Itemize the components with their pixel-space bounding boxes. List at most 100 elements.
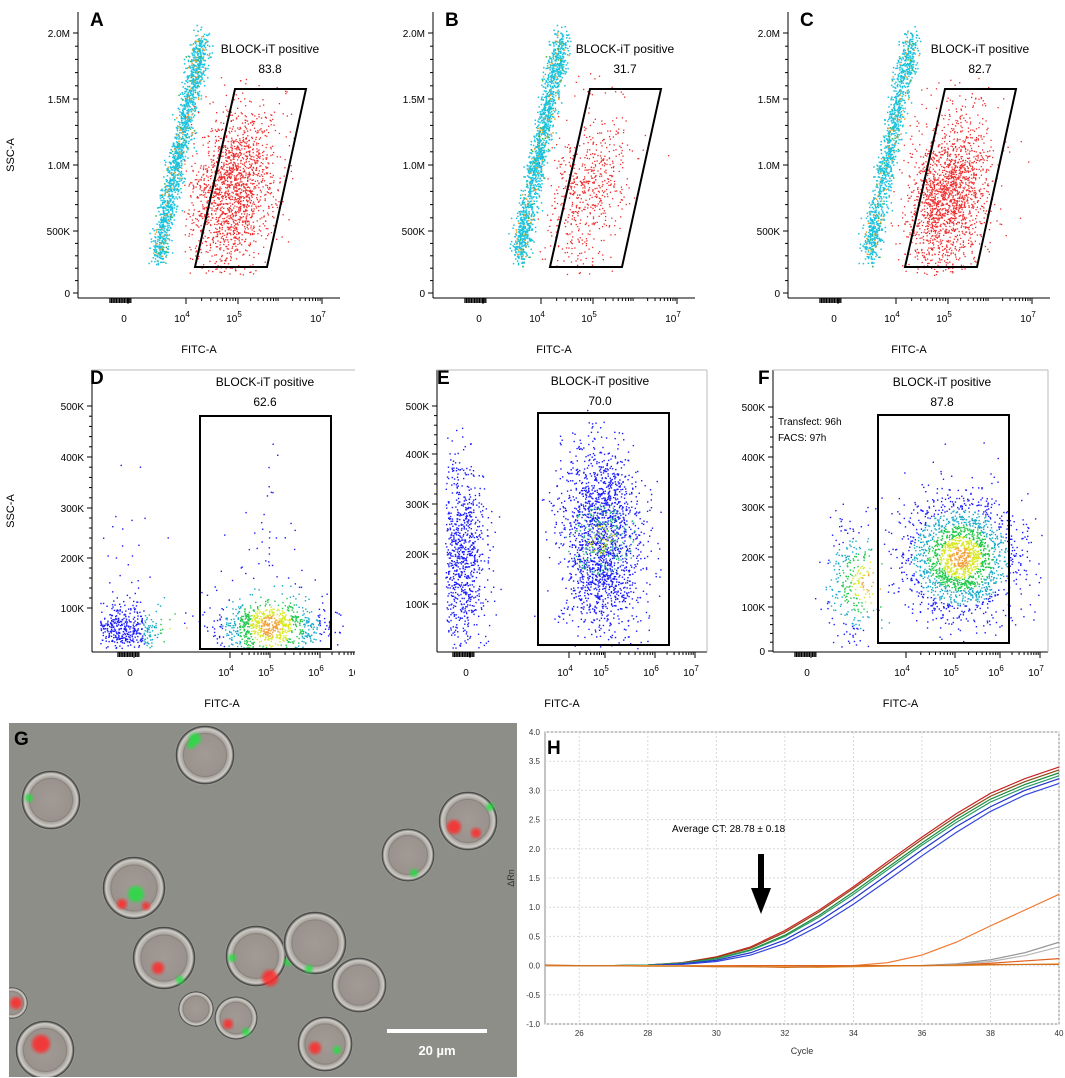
data-point — [186, 146, 188, 149]
data-point — [227, 203, 229, 205]
data-point — [240, 196, 242, 199]
data-point — [522, 225, 525, 228]
data-point — [564, 53, 567, 55]
data-point — [522, 240, 524, 243]
data-point — [211, 171, 213, 174]
data-point — [542, 128, 545, 130]
data-point — [258, 182, 260, 184]
data-point — [199, 43, 201, 46]
data-point — [219, 209, 221, 211]
data-point — [223, 176, 226, 178]
data-point — [251, 163, 253, 165]
data-point — [178, 166, 181, 169]
data-point — [543, 110, 546, 112]
data-point — [283, 175, 285, 177]
data-point — [230, 180, 232, 183]
data-point — [250, 192, 252, 194]
data-point — [195, 255, 197, 257]
data-point — [193, 101, 195, 104]
data-point — [245, 217, 248, 220]
data-point — [540, 158, 542, 161]
data-point — [187, 108, 190, 111]
data-point — [599, 187, 601, 189]
data-point — [190, 108, 193, 110]
data-point — [566, 34, 568, 36]
data-point — [251, 120, 253, 122]
data-point — [184, 122, 187, 124]
data-point — [546, 103, 548, 106]
data-point — [529, 151, 531, 154]
data-point — [193, 69, 195, 72]
data-point — [235, 220, 237, 222]
data-point — [194, 109, 197, 111]
data-point — [197, 85, 200, 88]
data-point — [264, 194, 266, 196]
data-point — [253, 188, 255, 190]
data-point — [602, 159, 605, 162]
data-point — [580, 181, 582, 183]
data-point — [194, 65, 197, 67]
data-point — [194, 106, 197, 108]
data-point — [169, 217, 171, 220]
data-point — [541, 84, 543, 87]
data-point — [190, 117, 192, 120]
data-point — [221, 128, 224, 130]
data-point — [224, 260, 226, 262]
data-point — [223, 220, 225, 222]
data-point — [594, 187, 596, 190]
data-point — [517, 235, 520, 238]
data-point — [547, 75, 550, 77]
data-point — [153, 250, 156, 252]
data-point — [215, 216, 218, 219]
data-point — [196, 69, 198, 71]
data-point — [192, 43, 195, 45]
data-point — [192, 93, 195, 96]
data-point — [235, 94, 237, 96]
data-point — [178, 125, 180, 128]
data-point — [186, 85, 189, 88]
data-point — [541, 163, 543, 165]
data-point — [239, 169, 241, 171]
data-point — [522, 210, 524, 213]
data-point — [524, 197, 527, 200]
data-point — [186, 67, 189, 69]
data-point — [193, 29, 195, 32]
data-point — [552, 102, 554, 104]
data-point — [545, 90, 547, 92]
data-point — [542, 133, 545, 135]
data-point — [224, 213, 226, 215]
data-point — [154, 244, 157, 247]
data-point — [187, 142, 190, 145]
data-point — [230, 253, 232, 255]
data-point — [542, 141, 544, 144]
data-point — [517, 215, 519, 218]
data-point — [541, 157, 544, 159]
data-point — [213, 164, 215, 166]
data-point — [183, 158, 186, 161]
data-point — [189, 108, 191, 111]
y-tick-label: 500K — [402, 227, 426, 238]
data-point — [543, 106, 546, 108]
data-point — [167, 251, 170, 254]
data-point — [184, 106, 187, 109]
data-point — [160, 216, 163, 219]
data-point — [277, 189, 279, 191]
data-point — [522, 265, 524, 268]
data-point — [161, 223, 164, 226]
data-point — [533, 156, 535, 158]
data-point — [583, 180, 585, 183]
data-point — [256, 160, 258, 162]
data-point — [531, 208, 533, 211]
data-point — [198, 67, 200, 70]
data-point — [261, 132, 264, 134]
data-point — [220, 178, 222, 180]
data-point — [554, 59, 556, 62]
data-point — [221, 255, 223, 258]
data-point — [228, 176, 231, 178]
data-point — [537, 177, 539, 179]
data-point — [236, 230, 238, 233]
data-point — [236, 187, 238, 189]
data-point — [181, 153, 183, 156]
data-point — [169, 179, 172, 181]
data-point — [189, 246, 191, 249]
